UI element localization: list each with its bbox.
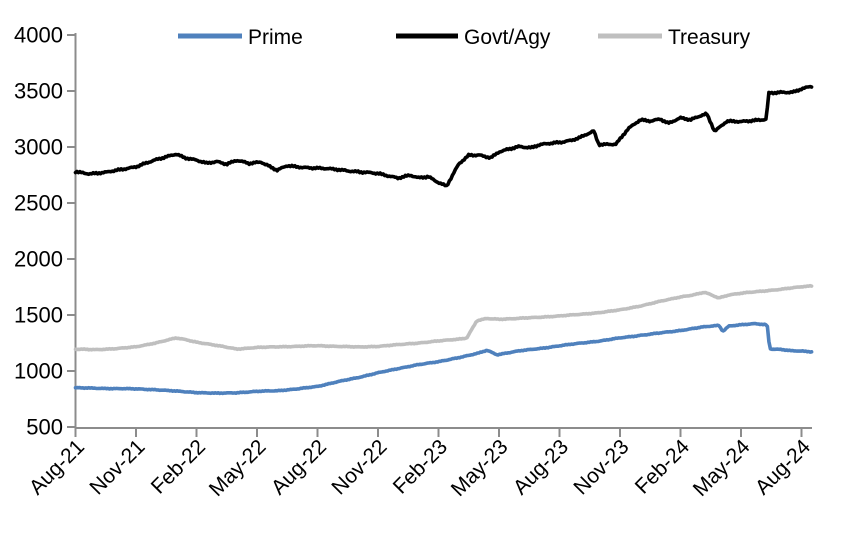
- legend-label-govt-agy: Govt/Agy: [464, 26, 551, 49]
- y-tick-label: 4000: [14, 23, 63, 48]
- series-lines: [73, 84, 814, 396]
- x-tick-label: May-24: [689, 435, 755, 501]
- x-tick-label: Aug-21: [25, 435, 89, 499]
- x-tick-label: Nov-21: [85, 435, 149, 499]
- x-tick-label: Feb-23: [389, 435, 452, 498]
- x-tick-label: Aug-22: [267, 435, 331, 499]
- chart-legend: Prime Govt/Agy Treasury: [178, 26, 751, 49]
- y-tick-label: 2500: [14, 191, 63, 216]
- x-tick-label: Nov-22: [327, 435, 391, 499]
- x-tick-label: May-22: [205, 435, 271, 501]
- x-tick-label: Aug-23: [509, 435, 573, 499]
- legend-label-prime: Prime: [248, 26, 303, 49]
- x-tick-label: Nov-23: [569, 435, 633, 499]
- series-line-prime: [73, 321, 814, 396]
- x-tick-label: May-23: [447, 435, 513, 501]
- x-tick-label: Aug-24: [751, 435, 815, 499]
- axes: 4000350030002500200015001000500Aug-21Nov…: [14, 23, 815, 502]
- series-line-govt-agy: [73, 84, 814, 188]
- series-line-treasury: [73, 283, 814, 352]
- x-tick-label: Feb-22: [147, 435, 210, 498]
- y-tick-label: 500: [26, 415, 63, 440]
- y-tick-label: 1000: [14, 359, 63, 384]
- y-tick-label: 2000: [14, 247, 63, 272]
- y-tick-label: 1500: [14, 303, 63, 328]
- x-tick-label: Feb-24: [631, 435, 695, 499]
- y-tick-label: 3000: [14, 135, 63, 160]
- legend-label-treasury: Treasury: [668, 26, 751, 49]
- y-tick-label: 3500: [14, 79, 63, 104]
